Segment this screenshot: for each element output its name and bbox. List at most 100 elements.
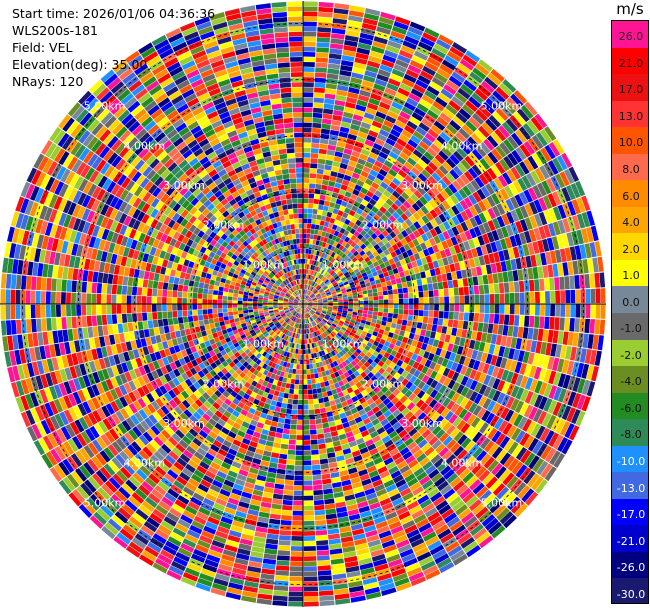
velocity-bin bbox=[401, 378, 409, 387]
velocity-bin bbox=[446, 400, 456, 411]
velocity-bin bbox=[387, 393, 396, 401]
velocity-bin bbox=[304, 294, 306, 300]
velocity-bin bbox=[287, 373, 292, 379]
velocity-bin bbox=[291, 373, 296, 379]
velocity-bin bbox=[303, 178, 310, 183]
velocity-bin bbox=[333, 253, 339, 259]
velocity-bin bbox=[316, 545, 329, 551]
velocity-bin bbox=[559, 276, 565, 290]
velocity-bin bbox=[440, 532, 455, 544]
velocity-bin bbox=[304, 284, 307, 290]
velocity-bin bbox=[448, 75, 463, 87]
velocity-bin bbox=[478, 341, 486, 352]
velocity-bin bbox=[273, 488, 284, 495]
velocity-bin bbox=[538, 396, 548, 410]
velocity-bin bbox=[303, 36, 317, 42]
velocity-bin bbox=[403, 292, 409, 299]
velocity-bin bbox=[311, 383, 317, 389]
velocity-bin bbox=[327, 452, 336, 459]
velocity-bin bbox=[313, 314, 317, 319]
velocity-bin bbox=[581, 363, 590, 379]
velocity-bin bbox=[330, 289, 336, 294]
velocity-bin bbox=[296, 430, 303, 435]
velocity-bin bbox=[399, 110, 411, 120]
velocity-bin bbox=[365, 269, 372, 276]
velocity-bin bbox=[303, 304, 308, 307]
velocity-bin bbox=[375, 323, 381, 329]
velocity-bin bbox=[421, 383, 430, 393]
velocity-bin bbox=[432, 317, 439, 325]
velocity-bin bbox=[339, 328, 346, 334]
velocity-bin bbox=[387, 40, 402, 50]
velocity-bin bbox=[432, 244, 440, 253]
velocity-bin bbox=[318, 148, 327, 155]
velocity-bin bbox=[491, 193, 501, 205]
velocity-bin bbox=[339, 283, 345, 288]
velocity-bin bbox=[543, 398, 553, 412]
velocity-bin bbox=[560, 345, 567, 359]
velocity-bin bbox=[306, 269, 309, 275]
velocity-bin bbox=[332, 294, 338, 298]
velocity-bin bbox=[311, 244, 316, 250]
velocity-bin bbox=[292, 510, 303, 516]
velocity-bin bbox=[444, 296, 450, 304]
velocity-bin bbox=[280, 407, 287, 414]
velocity-bin bbox=[311, 143, 320, 149]
velocity-bin bbox=[360, 342, 367, 349]
velocity-bin bbox=[309, 424, 317, 430]
velocity-bin bbox=[431, 275, 438, 284]
velocity-bin bbox=[330, 332, 335, 338]
velocity-bin bbox=[315, 519, 327, 526]
velocity-bin bbox=[421, 322, 428, 330]
velocity-bin bbox=[403, 243, 411, 251]
velocity-bin bbox=[396, 460, 408, 470]
velocity-bin bbox=[319, 595, 335, 602]
velocity-bin bbox=[303, 223, 307, 229]
velocity-bin bbox=[455, 223, 464, 234]
velocity-bin bbox=[360, 283, 366, 289]
velocity-bin bbox=[366, 190, 374, 198]
velocity-bin bbox=[322, 422, 330, 429]
velocity-bin bbox=[347, 245, 354, 252]
velocity-bin bbox=[342, 212, 349, 219]
velocity-bin bbox=[402, 287, 409, 294]
velocity-bin bbox=[401, 106, 414, 116]
velocity-bin bbox=[491, 402, 501, 415]
velocity-bin bbox=[288, 444, 296, 450]
velocity-bin bbox=[406, 338, 414, 346]
velocity-bin bbox=[496, 203, 506, 216]
velocity-bin bbox=[564, 247, 572, 262]
velocity-bin bbox=[373, 307, 379, 312]
velocity-bin bbox=[388, 308, 394, 314]
velocity-bin bbox=[438, 289, 444, 297]
velocity-bin bbox=[454, 353, 462, 364]
velocity-bin bbox=[294, 465, 303, 471]
velocity-bin bbox=[437, 92, 451, 104]
velocity-bin bbox=[433, 310, 439, 318]
velocity-bin bbox=[345, 329, 351, 334]
velocity-bin bbox=[393, 372, 401, 380]
velocity-bin bbox=[321, 292, 326, 296]
velocity-bin bbox=[426, 377, 434, 386]
velocity-bin bbox=[312, 307, 318, 310]
velocity-bin bbox=[449, 46, 465, 58]
velocity-bin bbox=[452, 150, 464, 162]
velocity-bin bbox=[408, 309, 414, 316]
velocity-bin bbox=[329, 129, 340, 136]
velocity-bin bbox=[376, 133, 388, 142]
velocity-bin bbox=[379, 206, 387, 214]
velocity-bin bbox=[468, 96, 482, 109]
velocity-bin bbox=[306, 307, 311, 311]
velocity-bin bbox=[590, 288, 596, 304]
velocity-bin bbox=[363, 405, 372, 413]
velocity-bin bbox=[362, 275, 369, 281]
velocity-bin bbox=[314, 320, 318, 325]
velocity-bin bbox=[312, 208, 318, 215]
velocity-bin bbox=[454, 295, 460, 304]
velocity-bin bbox=[548, 208, 557, 223]
velocity-bin bbox=[318, 397, 324, 404]
velocity-bin bbox=[471, 462, 483, 475]
velocity-bin bbox=[337, 210, 344, 217]
velocity-bin bbox=[329, 48, 343, 55]
velocity-bin bbox=[352, 309, 358, 313]
